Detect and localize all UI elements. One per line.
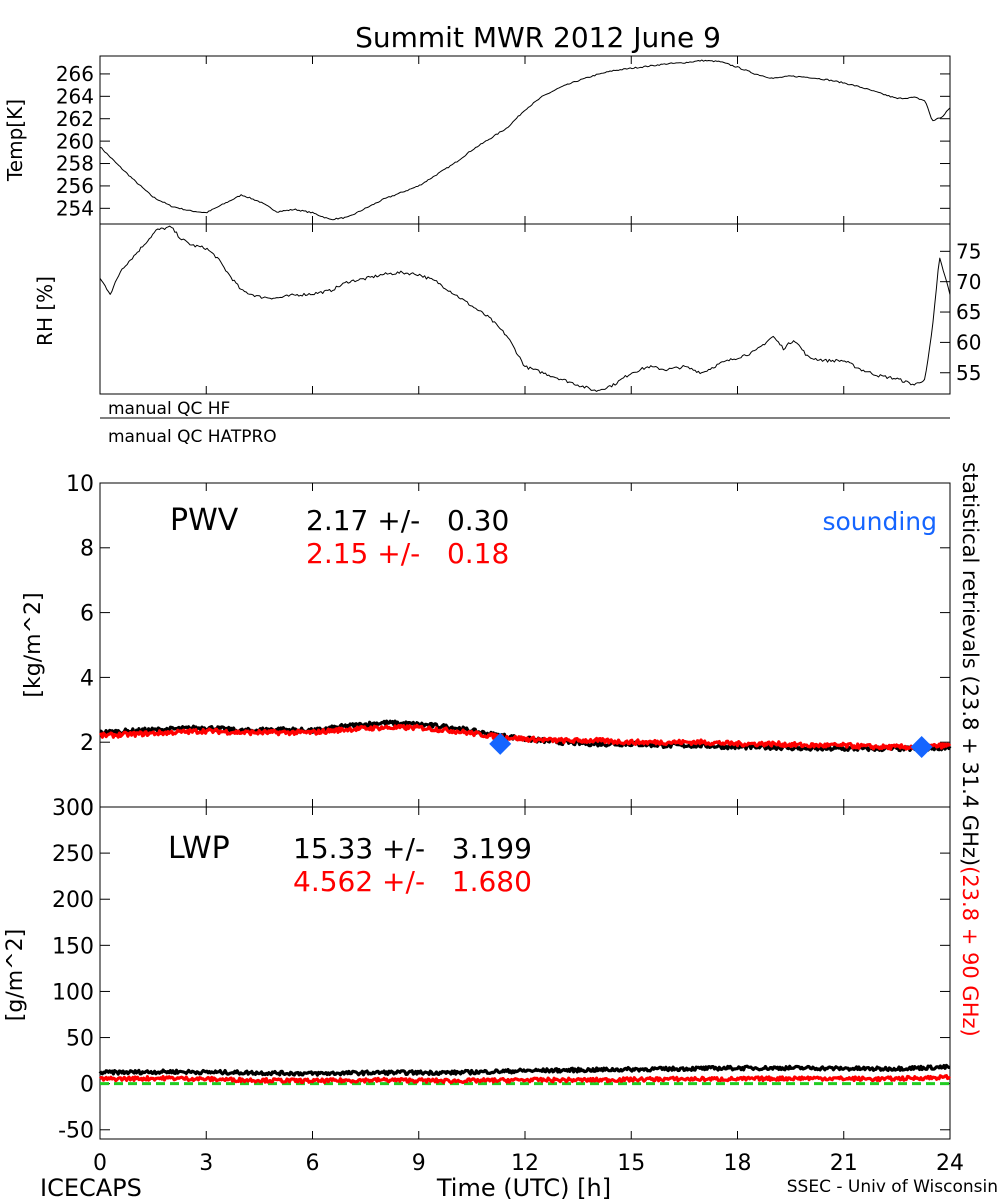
sounding-legend: sounding — [822, 507, 937, 536]
lwp-ytick-label: 150 — [52, 934, 94, 959]
rh-axis-label: RH [%] — [33, 276, 57, 346]
lwp-ytick-label: 50 — [66, 1026, 94, 1051]
temp-series-line-primary — [99, 59, 951, 221]
temp-ytick-label: 266 — [56, 62, 94, 86]
temp-ytick-label: 262 — [56, 107, 94, 131]
lwp-ytick-label: 250 — [52, 842, 94, 867]
pwv-stats-red: 2.15 +/- 0.18 — [306, 537, 509, 570]
lwp-ytick-label: 0 — [80, 1073, 94, 1098]
rh-panel-frame — [99, 223, 951, 395]
pwv-ytick-label: 6 — [80, 602, 94, 627]
x-tick-label: 3 — [199, 1151, 213, 1176]
x-tick-label: 24 — [936, 1151, 964, 1176]
pwv-axis-label: [kg/m^2] — [21, 592, 46, 697]
lwp-panel-label: LWP — [168, 831, 230, 866]
x-tick-label: 18 — [724, 1151, 752, 1176]
sounding-marker — [489, 732, 512, 755]
rh-ytick-label: 65 — [956, 300, 981, 324]
qc-hf-label: manual QC HF — [108, 399, 230, 419]
x-tick-label: 0 — [93, 1151, 107, 1176]
temp-ytick-label: 260 — [56, 129, 94, 153]
x-axis-label: Time (UTC) [h] — [436, 1174, 611, 1200]
x-tick-label: 6 — [306, 1151, 320, 1176]
x-tick-label: 12 — [511, 1151, 539, 1176]
temp-ytick-label: 264 — [56, 85, 94, 109]
footer-institution: SSEC - Univ of Wisconsin — [787, 1177, 998, 1197]
footer-project: ICECAPS — [40, 1174, 142, 1200]
rh-ytick-label: 60 — [956, 331, 981, 355]
x-tick-label: 15 — [617, 1151, 645, 1176]
rh-ytick-label: 75 — [956, 240, 981, 264]
lwp-stats-black: 15.33 +/- 3.199 — [293, 832, 532, 865]
pwv-stats-black: 2.17 +/- 0.30 — [306, 504, 509, 537]
temp-ytick-label: 258 — [56, 152, 94, 176]
retrieval-side-label-black: statistical retrievals (23.8 + 31.4 GHz) — [958, 462, 982, 866]
pwv-ytick-label: 2 — [80, 731, 94, 756]
retrieval-side-label: statistical retrievals (23.8 + 31.4 GHz)… — [958, 462, 982, 1037]
lwp-axis-label: [g/m^2] — [3, 929, 28, 1021]
lwp-series-line-primary — [98, 1063, 951, 1077]
lwp-ytick-label: 200 — [52, 888, 94, 913]
temp-ytick-label: 254 — [56, 197, 94, 221]
pwv-panel-label: PWV — [170, 503, 239, 538]
pwv-ytick-label: 10 — [66, 472, 94, 497]
rh-ytick-label: 70 — [956, 270, 981, 294]
lwp-ytick-label: -50 — [58, 1119, 94, 1144]
qc-hatpro-label: manual QC HATPRO — [108, 427, 277, 447]
chart-title: Summit MWR 2012 June 9 — [355, 21, 721, 54]
lwp-ytick-label: 100 — [52, 980, 94, 1005]
rh-series-line-primary — [99, 225, 951, 392]
pwv-ytick-label: 8 — [80, 537, 94, 562]
sounding-marker — [910, 736, 933, 759]
temp-panel-frame — [99, 55, 951, 225]
retrieval-side-label-red: (23.8 + 90 GHz) — [958, 866, 982, 1037]
rh-ytick-label: 55 — [956, 361, 981, 385]
temp-axis-label: Temp[K] — [3, 99, 27, 182]
pwv-ytick-label: 0 — [80, 796, 94, 821]
temp-ytick-label: 256 — [56, 174, 94, 198]
pwv-ytick-label: 4 — [80, 666, 94, 691]
lwp-series-line-secondary — [98, 1074, 951, 1085]
pwv-series-line-secondary — [98, 723, 952, 751]
x-tick-label: 9 — [412, 1151, 426, 1176]
lwp-ytick-label: 300 — [52, 796, 94, 821]
chart-marks: 25425625826026226426655606570750246810-5… — [52, 56, 981, 1176]
lwp-stats-red: 4.562 +/- 1.680 — [293, 865, 532, 898]
x-tick-label: 21 — [830, 1151, 858, 1176]
